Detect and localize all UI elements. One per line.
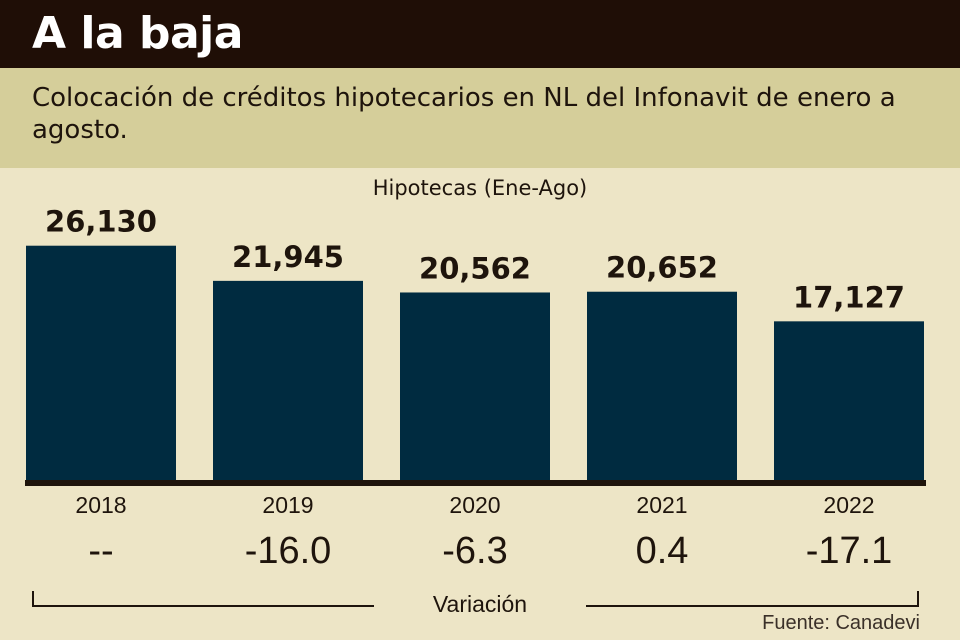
value-label: 17,127 (793, 280, 905, 314)
value-label: 26,130 (45, 205, 157, 239)
year-label: 2021 (636, 492, 688, 518)
source-note: Fuente: Canadevi (762, 612, 920, 634)
value-label: 21,945 (232, 240, 344, 274)
bar-2021 (587, 291, 737, 482)
bar-2022 (774, 321, 924, 482)
year-label: 2022 (823, 492, 875, 518)
year-label: 2018 (75, 492, 127, 518)
chart-subtitle: Colocación de créditos hipotecarios en N… (32, 83, 896, 145)
chart-title: A la baja (32, 8, 243, 59)
year-label: 2019 (262, 492, 314, 518)
bar-2018 (26, 245, 176, 482)
value-label: 20,562 (419, 251, 531, 285)
variation-value: -16.0 (244, 530, 332, 572)
bar-2019 (213, 280, 363, 482)
plot-title: Hipotecas (Ene-Ago) (372, 176, 588, 200)
year-label: 2020 (449, 492, 501, 518)
baseline (25, 480, 926, 486)
title-bar: A la baja (0, 0, 960, 68)
variation-value: -- (88, 530, 114, 572)
bar-2020 (400, 292, 550, 482)
value-label: 20,652 (606, 251, 718, 285)
variation-bracket (32, 591, 919, 607)
variation-label: Variación (432, 591, 528, 617)
variation-value: -6.3 (442, 530, 508, 572)
variation-value: -17.1 (805, 530, 893, 572)
subtitle-bar: Colocación de créditos hipotecarios en N… (0, 68, 960, 168)
variation-value: 0.4 (635, 530, 689, 572)
